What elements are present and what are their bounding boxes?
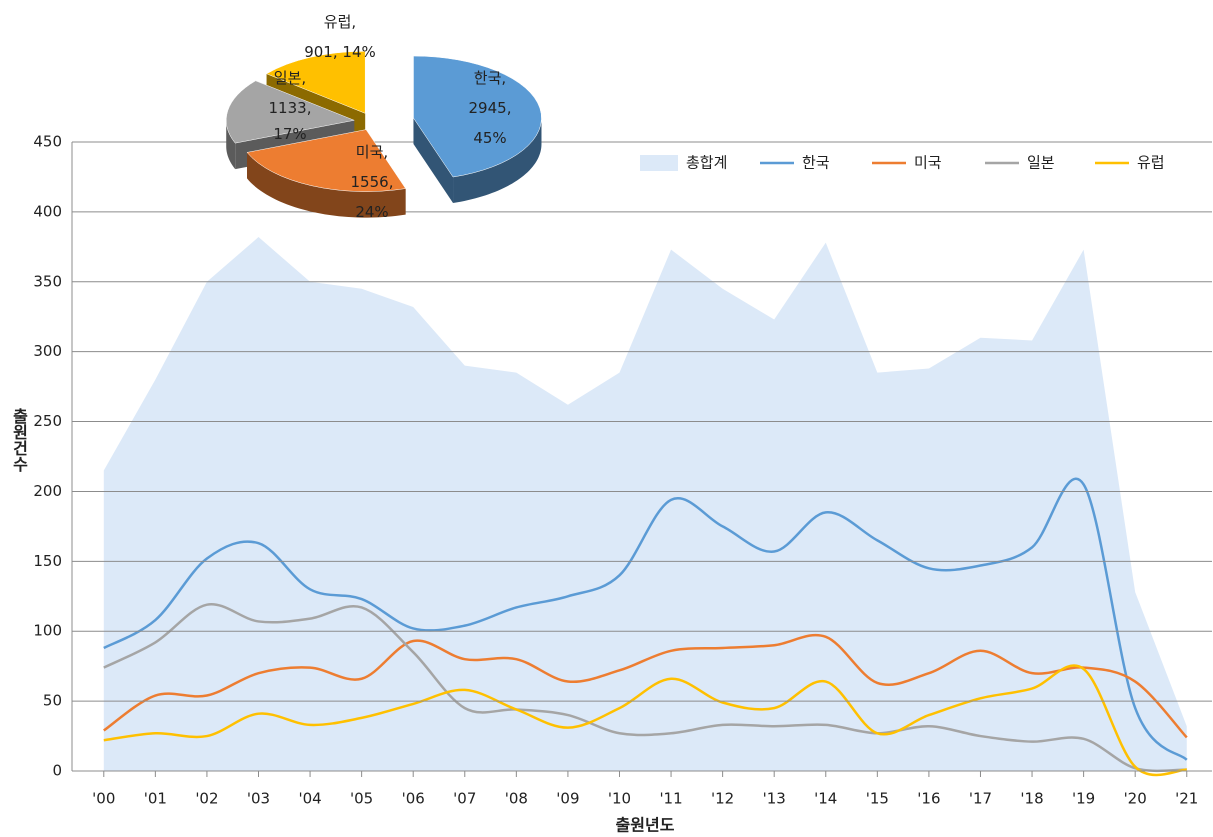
pie-label-separator: , [507, 99, 512, 117]
area [103, 237, 1187, 771]
pie-label-name: 유럽 [324, 13, 352, 31]
x-tick-label: '04 [298, 790, 321, 808]
axes: 0 50 100 150 200 250 300 350 400 450 '00 '01 '02 '03 '… [33, 133, 1212, 808]
line [103, 664, 1187, 777]
y-tick-label: 450 [33, 133, 62, 151]
pie-label: 미국, [356, 143, 388, 161]
pie-label-separator: , [301, 69, 306, 87]
pie-label: 유럽, [324, 13, 356, 31]
pie-label-pct: 24% [355, 203, 388, 221]
legend-label: 한국 [802, 154, 830, 172]
pie-label-pct: 45% [473, 129, 506, 147]
x-tick-label: '18 [1020, 790, 1043, 808]
pie-label-separator: , [333, 43, 338, 61]
y-tick-label: 50 [43, 692, 62, 710]
pie [225, 51, 542, 218]
pie-slice [246, 129, 407, 192]
legend-swatch [640, 155, 678, 171]
x-tick-label: '03 [247, 790, 270, 808]
line [103, 633, 1188, 739]
pie-label-pct: 14% [342, 43, 375, 61]
pie-label: 45% [473, 129, 506, 147]
grid [103, 237, 1187, 771]
pie-label-pct: 17% [273, 125, 306, 143]
pie-label: 24% [355, 203, 388, 221]
y-tick-label: 0 [52, 762, 62, 780]
y-axis-label: 출원건수 [10, 408, 29, 473]
x-tick-label: '11 [659, 790, 682, 808]
x-tick-label: '16 [917, 790, 940, 808]
pie-slice [413, 55, 542, 178]
pie-label-separator: , [501, 69, 506, 87]
x-tick-label: '07 [453, 790, 476, 808]
pie-label: 일본, [274, 69, 306, 87]
x-tick-label: '02 [195, 790, 218, 808]
x-tick-label: '19 [1072, 790, 1095, 808]
x-tick-label: '08 [505, 790, 528, 808]
pie-label: 2945, [469, 99, 512, 117]
pie-label: 1556, [351, 173, 394, 191]
y-tick-label: 400 [33, 202, 62, 220]
pie-label-count: 2945 [469, 99, 507, 117]
x-tick-label: '20 [1124, 790, 1147, 808]
pie-slice-side [453, 118, 542, 204]
pie-label-name: 일본 [274, 69, 302, 87]
x-tick-label: '06 [402, 790, 425, 808]
pie-label-name: 한국 [474, 69, 502, 87]
x-tick-label: '15 [866, 790, 889, 808]
plot [103, 477, 1188, 777]
line [103, 477, 1188, 761]
legend-label: 유럽 [1137, 154, 1165, 172]
y-tick-label: 250 [33, 412, 62, 430]
pie-label: 901, 14% [304, 43, 376, 61]
x-tick-label: '05 [350, 790, 373, 808]
x-tick-label: '12 [711, 790, 734, 808]
pie-label: 17% [273, 125, 306, 143]
pie-label-separator: , [351, 13, 356, 31]
pie-slice-side [413, 118, 454, 204]
pie-label-name: 미국 [356, 143, 384, 161]
pie-label-count: 1133 [269, 99, 307, 117]
x-tick-label: '01 [144, 790, 167, 808]
pie-label-separator: , [307, 99, 312, 117]
x-tick-label: '10 [608, 790, 631, 808]
y-tick-label: 100 [33, 622, 62, 640]
pie-label-count: 1556 [351, 173, 389, 191]
y-tick-label: 350 [33, 272, 62, 290]
x-tick-label: '09 [556, 790, 579, 808]
pie-slice-side [247, 152, 406, 218]
y-tick-label: 200 [33, 482, 62, 500]
pie-label-separator: , [383, 143, 388, 161]
legend-label: 미국 [914, 154, 942, 172]
pie-slice [225, 80, 356, 144]
pie-label-count: 901 [304, 43, 333, 61]
x-tick-label: '13 [763, 790, 786, 808]
x-tick-label: '14 [814, 790, 837, 808]
legend-label: 일본 [1027, 154, 1055, 172]
x-tick-label: '21 [1175, 790, 1198, 808]
y-tick-label: 300 [33, 342, 62, 360]
x-tick-label: '17 [969, 790, 992, 808]
line [103, 603, 1187, 773]
pie-slice [265, 51, 366, 114]
pie-label: 한국, [474, 69, 506, 87]
x-axis-label: 출원년도 [616, 816, 675, 835]
x-tick-label: '00 [92, 790, 115, 808]
y-tick-label: 150 [33, 552, 62, 570]
legend-label: 총합계 [686, 154, 727, 172]
pie-label-separator: , [389, 173, 394, 191]
pie-label: 1133, [269, 99, 312, 117]
